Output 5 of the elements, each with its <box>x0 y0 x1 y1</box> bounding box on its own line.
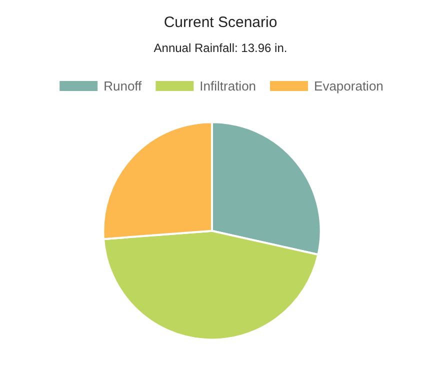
legend-label: Evaporation <box>314 78 384 94</box>
legend-label: Runoff <box>104 78 142 94</box>
legend-label: Infiltration <box>200 78 256 94</box>
chart-title: Current Scenario <box>164 14 278 31</box>
chart-subtitle: Annual Rainfall: 13.96 in. <box>154 41 288 55</box>
